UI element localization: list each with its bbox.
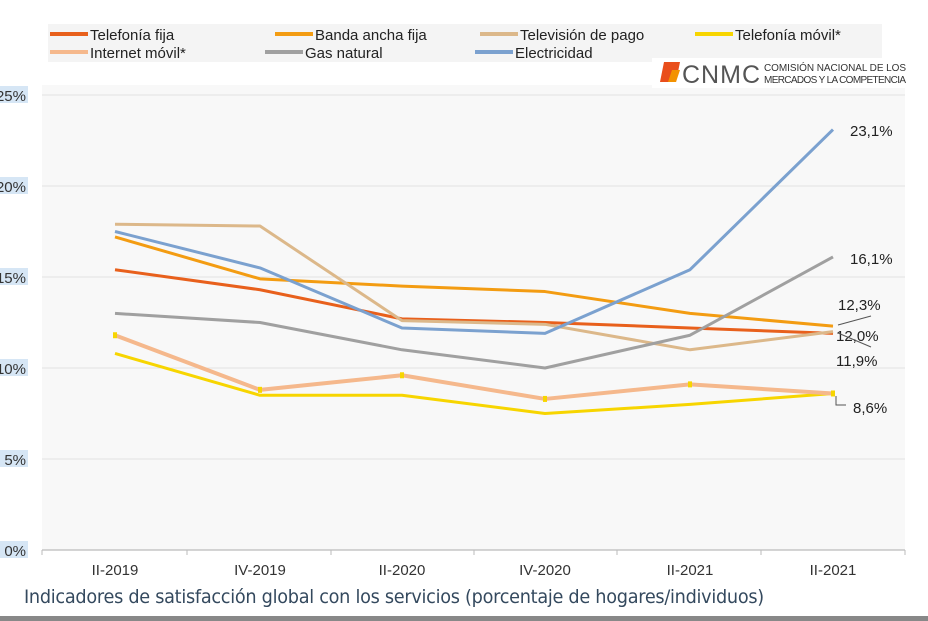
ytick-highlight — [0, 541, 28, 558]
series-line — [114, 333, 834, 401]
legend-label: Televisión de pago — [520, 27, 644, 44]
xtick-label: IV-2019 — [234, 562, 286, 579]
leader-line — [837, 315, 872, 326]
series-line — [114, 268, 834, 335]
data-label: 8,6% — [853, 400, 887, 417]
data-label: 12,3% — [838, 297, 881, 314]
chart-caption: Indicadores de satisfacción global con l… — [24, 586, 764, 608]
ytick-highlight — [0, 86, 28, 103]
data-label: 16,1% — [850, 251, 893, 268]
legend-label: Gas natural — [305, 45, 383, 62]
series-1 — [114, 235, 834, 328]
logo-mark-accent — [668, 70, 680, 82]
legend-label: Telefonía fija — [90, 27, 175, 44]
legend-label: Telefonía móvil* — [735, 27, 841, 44]
series-6 — [114, 128, 835, 335]
leader-line — [837, 332, 872, 348]
series-2 — [114, 222, 834, 352]
ytick-label: 15% — [0, 270, 26, 287]
ytick-highlight — [0, 450, 28, 467]
series-4 — [113, 332, 835, 402]
xtick-label: II-2021 — [810, 562, 857, 579]
bottom-divider — [0, 616, 928, 621]
xtick-label: IV-2020 — [519, 562, 571, 579]
data-label: 11,9% — [836, 353, 877, 370]
leader-line — [835, 396, 846, 406]
legend-label: Banda ancha fija — [315, 27, 427, 44]
ytick-highlight — [0, 268, 28, 285]
xtick-label: II-2019 — [92, 562, 139, 579]
ytick-highlight — [0, 177, 28, 194]
ytick-label: 5% — [4, 452, 26, 469]
legend-label: Electricidad — [515, 45, 593, 62]
ytick-label: 20% — [0, 179, 26, 196]
logo-line1: COMISIÓN NACIONAL DE LOS — [764, 61, 906, 74]
ytick-highlight — [0, 359, 28, 376]
series-line — [114, 128, 835, 335]
series-5 — [114, 255, 834, 370]
series-0 — [114, 268, 834, 335]
series-line — [114, 351, 834, 415]
legend-label: Internet móvil* — [90, 45, 186, 62]
series-line — [114, 235, 834, 328]
logo-text: CNMC — [682, 61, 760, 89]
series-line — [114, 255, 834, 370]
ytick-label: 10% — [0, 361, 26, 378]
legend-background — [48, 24, 882, 62]
ytick-label: 25% — [0, 88, 26, 105]
data-label: 12,0% — [836, 328, 879, 345]
data-label: 23,1% — [850, 123, 893, 140]
logo-background — [652, 58, 908, 88]
xtick-label: II-2020 — [379, 562, 426, 579]
logo-line2: MERCADOS Y LA COMPETENCIA — [764, 75, 906, 86]
ytick-label: 0% — [4, 543, 26, 560]
series-line — [114, 222, 834, 352]
xtick-label: II-2021 — [667, 562, 714, 579]
